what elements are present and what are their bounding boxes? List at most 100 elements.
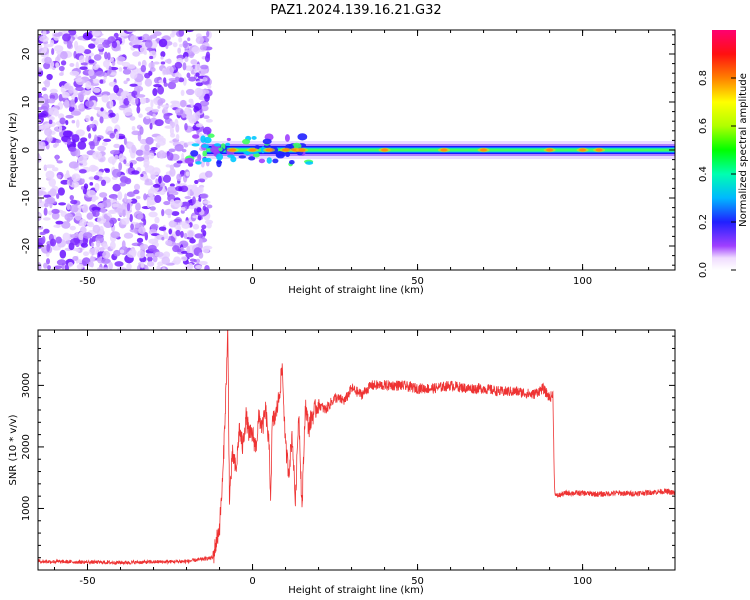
noise-blob xyxy=(39,197,43,204)
noise-blob xyxy=(123,137,127,146)
noise-blob xyxy=(118,135,126,140)
noise-blob xyxy=(182,62,187,71)
noise-blob xyxy=(151,167,161,176)
noise-blob xyxy=(160,51,166,58)
noise-blob xyxy=(76,263,84,270)
noise-blob xyxy=(90,116,94,122)
noise-blob xyxy=(65,120,69,126)
noise-blob xyxy=(153,83,162,88)
noise-blob xyxy=(177,222,181,230)
noise-blob xyxy=(204,93,210,102)
signal-wobble xyxy=(192,134,200,139)
noise-blob xyxy=(49,88,58,94)
noise-blob xyxy=(56,193,60,199)
signal-wobble xyxy=(216,159,222,168)
y-tick-label: 0 xyxy=(21,147,32,153)
noise-blob xyxy=(88,69,95,77)
noise-blob xyxy=(149,201,155,206)
noise-blob xyxy=(150,99,154,108)
noise-blob xyxy=(55,236,62,244)
noise-blob xyxy=(173,256,182,265)
noise-blob xyxy=(89,141,95,150)
signal-wobble xyxy=(262,138,272,145)
noise-blob xyxy=(38,153,41,163)
signal-hotspot-glow xyxy=(226,147,239,153)
noise-blob xyxy=(153,31,162,37)
signal-wobble xyxy=(225,142,231,146)
noise-blob xyxy=(194,233,204,239)
noise-blob xyxy=(173,218,181,223)
noise-blob xyxy=(136,237,144,243)
noise-blob xyxy=(106,199,111,203)
spectrogram-ticks: -50 0 50 100 -20 -10 0 10 20 xyxy=(21,30,675,287)
noise-blob xyxy=(195,63,202,72)
noise-blob xyxy=(75,129,85,137)
noise-blob xyxy=(188,205,196,210)
signal-wobble xyxy=(195,161,202,165)
noise-blob xyxy=(119,144,125,154)
noise-blob xyxy=(43,207,48,216)
noise-blob xyxy=(94,182,100,192)
noise-blob xyxy=(131,170,140,175)
noise-blob xyxy=(157,261,164,267)
noise-blob xyxy=(98,51,104,55)
signal-wobble xyxy=(289,159,295,165)
noise-blob xyxy=(104,51,108,60)
snr-x-axis-label: Height of straight line (km) xyxy=(288,585,424,596)
noise-blob xyxy=(160,56,164,60)
noise-blob xyxy=(138,61,142,66)
signal-wobble xyxy=(297,133,308,141)
noise-blob xyxy=(185,220,191,224)
noise-blob xyxy=(148,211,158,218)
noise-blob xyxy=(140,173,144,177)
noise-blob xyxy=(180,206,186,211)
noise-blob xyxy=(44,44,48,53)
noise-blob xyxy=(165,164,171,168)
noise-blob xyxy=(95,240,101,248)
noise-blob xyxy=(169,183,175,187)
noise-blob xyxy=(115,131,120,140)
signal-hotspot-glow xyxy=(543,147,556,153)
noise-blob xyxy=(69,225,76,231)
noise-blob xyxy=(64,213,74,221)
noise-blob xyxy=(175,76,180,81)
noise-blob xyxy=(199,100,210,107)
noise-blob xyxy=(126,77,130,82)
noise-blob xyxy=(188,76,197,82)
noise-blob xyxy=(60,85,65,93)
noise-blob xyxy=(149,170,154,175)
noise-blob xyxy=(91,197,96,202)
noise-blob xyxy=(80,62,88,66)
noise-blob xyxy=(82,32,93,41)
noise-blob xyxy=(207,84,212,89)
noise-blob xyxy=(59,249,67,259)
noise-blob xyxy=(92,65,99,70)
noise-blob xyxy=(53,224,61,228)
noise-blob xyxy=(152,254,158,263)
noise-blob xyxy=(154,216,160,224)
noise-blob xyxy=(184,195,192,200)
signal-wobble xyxy=(305,161,314,165)
noise-blob xyxy=(87,190,97,198)
noise-blob xyxy=(92,224,101,234)
noise-blob xyxy=(44,79,51,88)
noise-blob xyxy=(171,121,175,129)
noise-blob xyxy=(169,164,175,170)
noise-blob xyxy=(70,199,78,205)
noise-blob xyxy=(55,62,60,68)
noise-blob xyxy=(129,162,134,169)
noise-blob xyxy=(202,126,212,135)
noise-blob xyxy=(70,233,79,239)
noise-blob xyxy=(96,216,107,224)
noise-blob xyxy=(148,62,155,69)
noise-blob xyxy=(99,116,104,124)
noise-blob xyxy=(45,170,55,180)
noise-blob xyxy=(38,67,43,72)
noise-blob xyxy=(150,223,159,230)
noise-blob xyxy=(139,97,147,105)
noise-blob xyxy=(123,80,128,85)
noise-blob xyxy=(111,40,118,49)
noise-blob xyxy=(171,79,179,84)
noise-blob xyxy=(90,255,94,264)
noise-blob xyxy=(133,189,140,195)
